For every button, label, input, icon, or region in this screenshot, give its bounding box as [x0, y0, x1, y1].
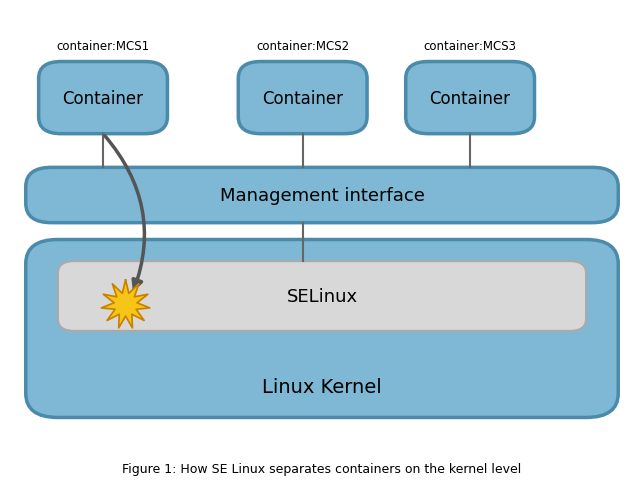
FancyBboxPatch shape [238, 62, 367, 134]
FancyBboxPatch shape [26, 240, 618, 418]
Text: Container: Container [62, 89, 144, 108]
Text: Linux Kernel: Linux Kernel [262, 377, 382, 396]
Text: Container: Container [262, 89, 343, 108]
Polygon shape [101, 280, 150, 328]
Text: Container: Container [430, 89, 511, 108]
FancyBboxPatch shape [39, 62, 167, 134]
FancyArrowPatch shape [105, 136, 144, 289]
FancyBboxPatch shape [406, 62, 535, 134]
FancyBboxPatch shape [58, 262, 586, 331]
Text: SELinux: SELinux [287, 288, 357, 305]
Text: container:MCS3: container:MCS3 [424, 40, 516, 53]
Text: container:MCS2: container:MCS2 [256, 40, 349, 53]
Text: Figure 1: How SE Linux separates containers on the kernel level: Figure 1: How SE Linux separates contain… [122, 462, 522, 475]
Text: Management interface: Management interface [220, 187, 424, 204]
Text: container:MCS1: container:MCS1 [57, 40, 149, 53]
FancyBboxPatch shape [26, 168, 618, 223]
